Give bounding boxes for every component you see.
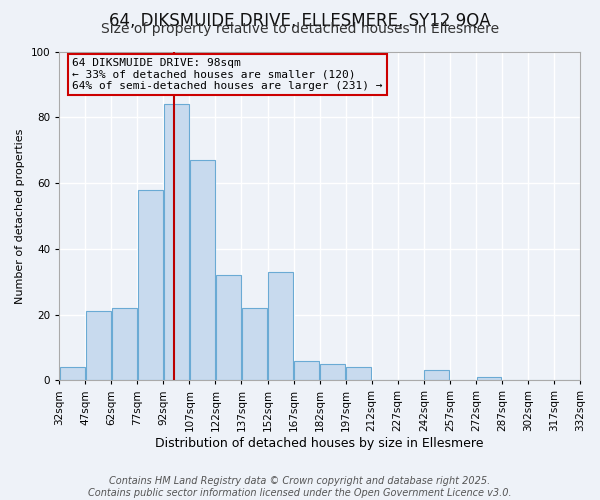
- Bar: [190, 160, 215, 380]
- Bar: [320, 364, 345, 380]
- Bar: [476, 377, 501, 380]
- Text: Contains HM Land Registry data © Crown copyright and database right 2025.
Contai: Contains HM Land Registry data © Crown c…: [88, 476, 512, 498]
- Bar: [138, 190, 163, 380]
- Bar: [294, 360, 319, 380]
- Bar: [112, 308, 137, 380]
- Text: Size of property relative to detached houses in Ellesmere: Size of property relative to detached ho…: [101, 22, 499, 36]
- Bar: [86, 311, 110, 380]
- Bar: [424, 370, 449, 380]
- Text: 64 DIKSMUIDE DRIVE: 98sqm
← 33% of detached houses are smaller (120)
64% of semi: 64 DIKSMUIDE DRIVE: 98sqm ← 33% of detac…: [72, 58, 383, 92]
- Bar: [164, 104, 189, 380]
- Y-axis label: Number of detached properties: Number of detached properties: [15, 128, 25, 304]
- Bar: [216, 275, 241, 380]
- Bar: [346, 367, 371, 380]
- Bar: [60, 367, 85, 380]
- Text: 64, DIKSMUIDE DRIVE, ELLESMERE, SY12 9QA: 64, DIKSMUIDE DRIVE, ELLESMERE, SY12 9QA: [109, 12, 491, 30]
- X-axis label: Distribution of detached houses by size in Ellesmere: Distribution of detached houses by size …: [155, 437, 484, 450]
- Bar: [242, 308, 267, 380]
- Bar: [268, 272, 293, 380]
